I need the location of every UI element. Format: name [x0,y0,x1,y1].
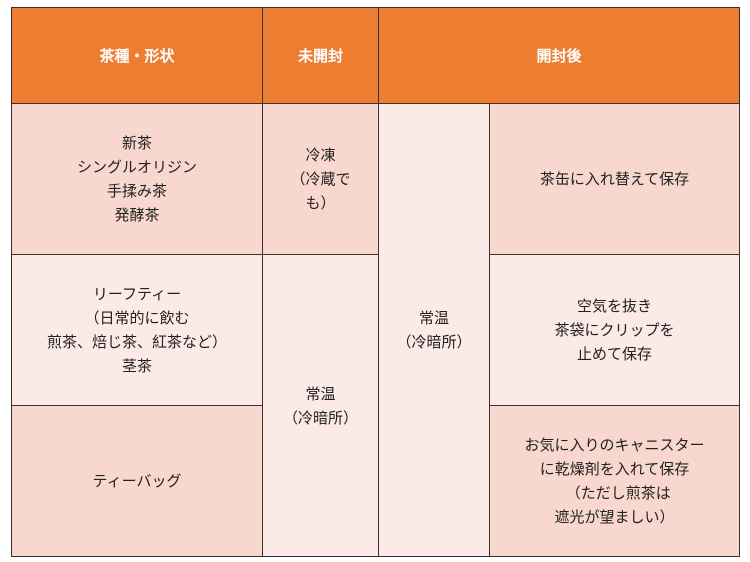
header-opened: 開封後 [378,7,740,104]
cell-opened-method: 茶缶に入れ替えて保存 [489,103,740,255]
cell-tea-type: 新茶 シングルオリジン 手揉み茶 発酵茶 [11,103,263,255]
table-row: ティーバッグ お気に入りのキャニスター に乾燥剤を入れて保存 （ただし煎茶は 遮… [11,405,740,557]
table-row: リーフティー （日常的に飲む 煎茶、焙じ茶、紅茶など） 茎茶 常温 （冷暗所） … [11,254,740,557]
table-row: 新茶 シングルオリジン 手揉み茶 発酵茶 冷凍 （冷蔵で も） 常温 （冷暗所）… [11,103,740,557]
cell-tea-type: ティーバッグ [11,405,263,557]
header-row: 茶種・形状 未開封 開封後 [11,7,740,104]
cell-opened-method: 空気を抜き 茶袋にクリップを 止めて保存 [489,254,740,406]
tea-storage-table: 茶種・形状 未開封 開封後 新茶 シングルオリジン 手揉み茶 発酵茶 冷凍 （冷… [11,7,740,557]
cell-opened-method: お気に入りのキャニスター に乾燥剤を入れて保存 （ただし煎茶は 遮光が望ましい） [489,405,740,557]
header-unopened: 未開封 [262,7,379,104]
cell-unopened: 常温 （冷暗所） [262,254,379,557]
cell-tea-type: リーフティー （日常的に飲む 煎茶、焙じ茶、紅茶など） 茎茶 [11,254,263,406]
cell-opened-place: 常温 （冷暗所） [378,103,490,557]
cell-unopened: 冷凍 （冷蔵で も） [262,103,379,255]
header-tea-type: 茶種・形状 [11,7,263,104]
